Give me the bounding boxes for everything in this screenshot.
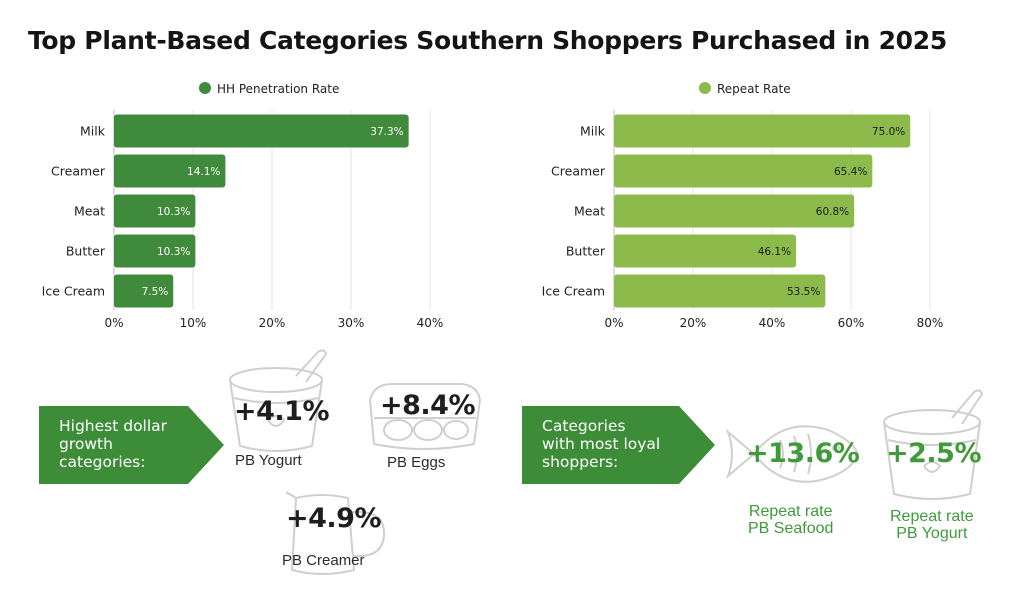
x-tick-label: 20%	[680, 316, 707, 330]
legend-label: Repeat Rate	[717, 82, 791, 96]
hh-penetration-chart: HH Penetration Rate Milk 37.3% Creamer 14.1%…	[42, 82, 444, 330]
chart-title: Top Plant-Based Categories Southern Shop…	[28, 26, 947, 55]
x-tick-label: 20%	[259, 316, 286, 330]
category-label: Butter	[66, 244, 106, 259]
yogurt-growth-label: PB Yogurt	[235, 452, 302, 469]
category-label: Creamer	[51, 164, 106, 179]
x-tick-label: 40%	[759, 316, 786, 330]
data-label: 46.1%	[758, 246, 791, 258]
x-tick-label: 30%	[338, 316, 365, 330]
yogurt-repeat-value: +2.5%	[886, 438, 982, 469]
legend-label: HH Penetration Rate	[217, 82, 339, 96]
category-label: Milk	[80, 124, 106, 139]
legend-marker	[699, 82, 711, 94]
bar	[114, 154, 226, 188]
growth-banner: Highest dollar growth categories:	[39, 406, 224, 484]
data-label: 60.8%	[816, 206, 849, 218]
seafood-repeat-value: +13.6%	[746, 438, 860, 469]
bar	[614, 154, 873, 188]
bar	[114, 274, 174, 308]
category-label: Milk	[580, 124, 606, 139]
creamer-growth-label: PB Creamer	[282, 552, 365, 569]
creamer-pitcher-icon	[285, 491, 386, 575]
x-tick-label: 60%	[838, 316, 865, 330]
x-tick-label: 40%	[417, 316, 444, 330]
yogurt-cup-icon	[229, 349, 328, 452]
yogurt-cup-icon	[883, 389, 984, 500]
x-tick-label: 0%	[604, 316, 623, 330]
x-tick-label: 0%	[104, 316, 123, 330]
category-label: Butter	[566, 244, 606, 259]
legend-marker	[199, 82, 211, 94]
creamer-growth-value: +4.9%	[286, 503, 382, 534]
bar	[614, 194, 855, 228]
bar	[114, 194, 196, 228]
data-label: 53.5%	[787, 286, 820, 298]
eggs-growth-value: +8.4%	[380, 390, 476, 421]
bar	[614, 274, 826, 308]
data-label: 7.5%	[142, 286, 169, 298]
yogurt-growth-value: +4.1%	[234, 396, 330, 427]
repeat-rate-chart: Repeat Rate Milk 75.0% Creamer 65.4% Meat 60.8…	[542, 82, 944, 330]
data-label: 75.0%	[872, 126, 905, 138]
bar	[114, 234, 196, 268]
data-label: 10.3%	[157, 206, 190, 218]
category-label: Meat	[74, 204, 105, 219]
data-label: 37.3%	[370, 126, 403, 138]
eggs-growth-label: PB Eggs	[387, 454, 446, 471]
category-label: Meat	[574, 204, 605, 219]
x-tick-label: 10%	[180, 316, 207, 330]
category-label: Creamer	[551, 164, 606, 179]
bar	[614, 234, 797, 268]
seafood-repeat-label: Repeat rate PB Seafood	[748, 503, 834, 537]
fish-icon	[725, 425, 860, 483]
bar	[614, 114, 911, 148]
data-label: 10.3%	[157, 246, 190, 258]
category-label: Ice Cream	[42, 284, 105, 299]
egg-carton-icon	[368, 383, 482, 450]
loyal-banner: Categories with most loyal shoppers:	[522, 406, 715, 484]
bar	[114, 114, 409, 148]
data-label: 14.1%	[187, 166, 220, 178]
category-label: Ice Cream	[542, 284, 605, 299]
data-label: 65.4%	[834, 166, 867, 178]
x-tick-label: 80%	[917, 316, 944, 330]
yogurt-repeat-label: Repeat rate PB Yogurt	[890, 508, 974, 542]
